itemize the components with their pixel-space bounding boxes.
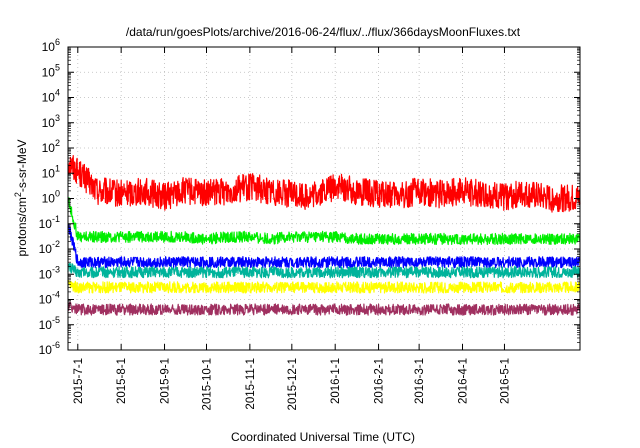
y-tick-label: 104 bbox=[42, 88, 60, 105]
y-tick-label: 10-1 bbox=[39, 214, 60, 231]
series-line-0 bbox=[67, 155, 581, 213]
y-tick-label: 10-5 bbox=[39, 315, 60, 332]
x-tick-label: 2015-9-1 bbox=[160, 358, 172, 404]
y-tick-label: 103 bbox=[42, 113, 60, 130]
y-tick-label: 105 bbox=[42, 62, 60, 79]
y-axis: 10-6 10-5 10-4 10-3 10-2 10-1 100 101 102 103 104 1… bbox=[39, 37, 580, 357]
series-line-3 bbox=[67, 263, 581, 279]
y-tick-label: 100 bbox=[42, 189, 60, 206]
x-tick-label: 2015-10-1 bbox=[201, 358, 213, 410]
x-tick-label: 2016-4-1 bbox=[457, 358, 469, 404]
x-tick-label: 2016-1-1 bbox=[330, 358, 342, 404]
y-tick-label: 102 bbox=[42, 138, 60, 155]
y-tick-label: 106 bbox=[42, 37, 60, 54]
series-line-5 bbox=[67, 301, 581, 316]
x-tick-label: 2015-8-1 bbox=[116, 358, 128, 404]
x-tick-label: 2015-7-1 bbox=[73, 358, 85, 404]
x-tick-label: 2016-3-1 bbox=[414, 358, 426, 404]
x-tick-label: 2016-5-1 bbox=[499, 358, 511, 404]
chart-title: /data/run/goesPlots/archive/2016-06-24/f… bbox=[126, 25, 521, 39]
y-axis-label: protons/cm2-s-sr-MeV bbox=[13, 139, 29, 256]
series-line-4 bbox=[67, 279, 581, 294]
series-line-2 bbox=[67, 224, 581, 269]
x-axis: 2015-7-1 2015-8-1 2015-9-1 2015-10-1 2015-11… bbox=[73, 47, 511, 410]
series-line-1 bbox=[67, 197, 581, 246]
x-tick-label: 2015-12-1 bbox=[287, 358, 299, 410]
y-tick-label: 10-6 bbox=[39, 340, 60, 357]
y-tick-label: 101 bbox=[42, 163, 60, 180]
series-layer bbox=[67, 155, 581, 316]
x-tick-label: 2016-2-1 bbox=[374, 358, 386, 404]
y-tick-label: 10-2 bbox=[39, 239, 60, 256]
y-tick-label: 10-3 bbox=[39, 264, 60, 281]
x-axis-label: Coordinated Universal Time (UTC) bbox=[231, 430, 415, 444]
x-tick-label: 2015-11-1 bbox=[245, 358, 257, 410]
y-tick-label: 10-4 bbox=[39, 290, 60, 307]
